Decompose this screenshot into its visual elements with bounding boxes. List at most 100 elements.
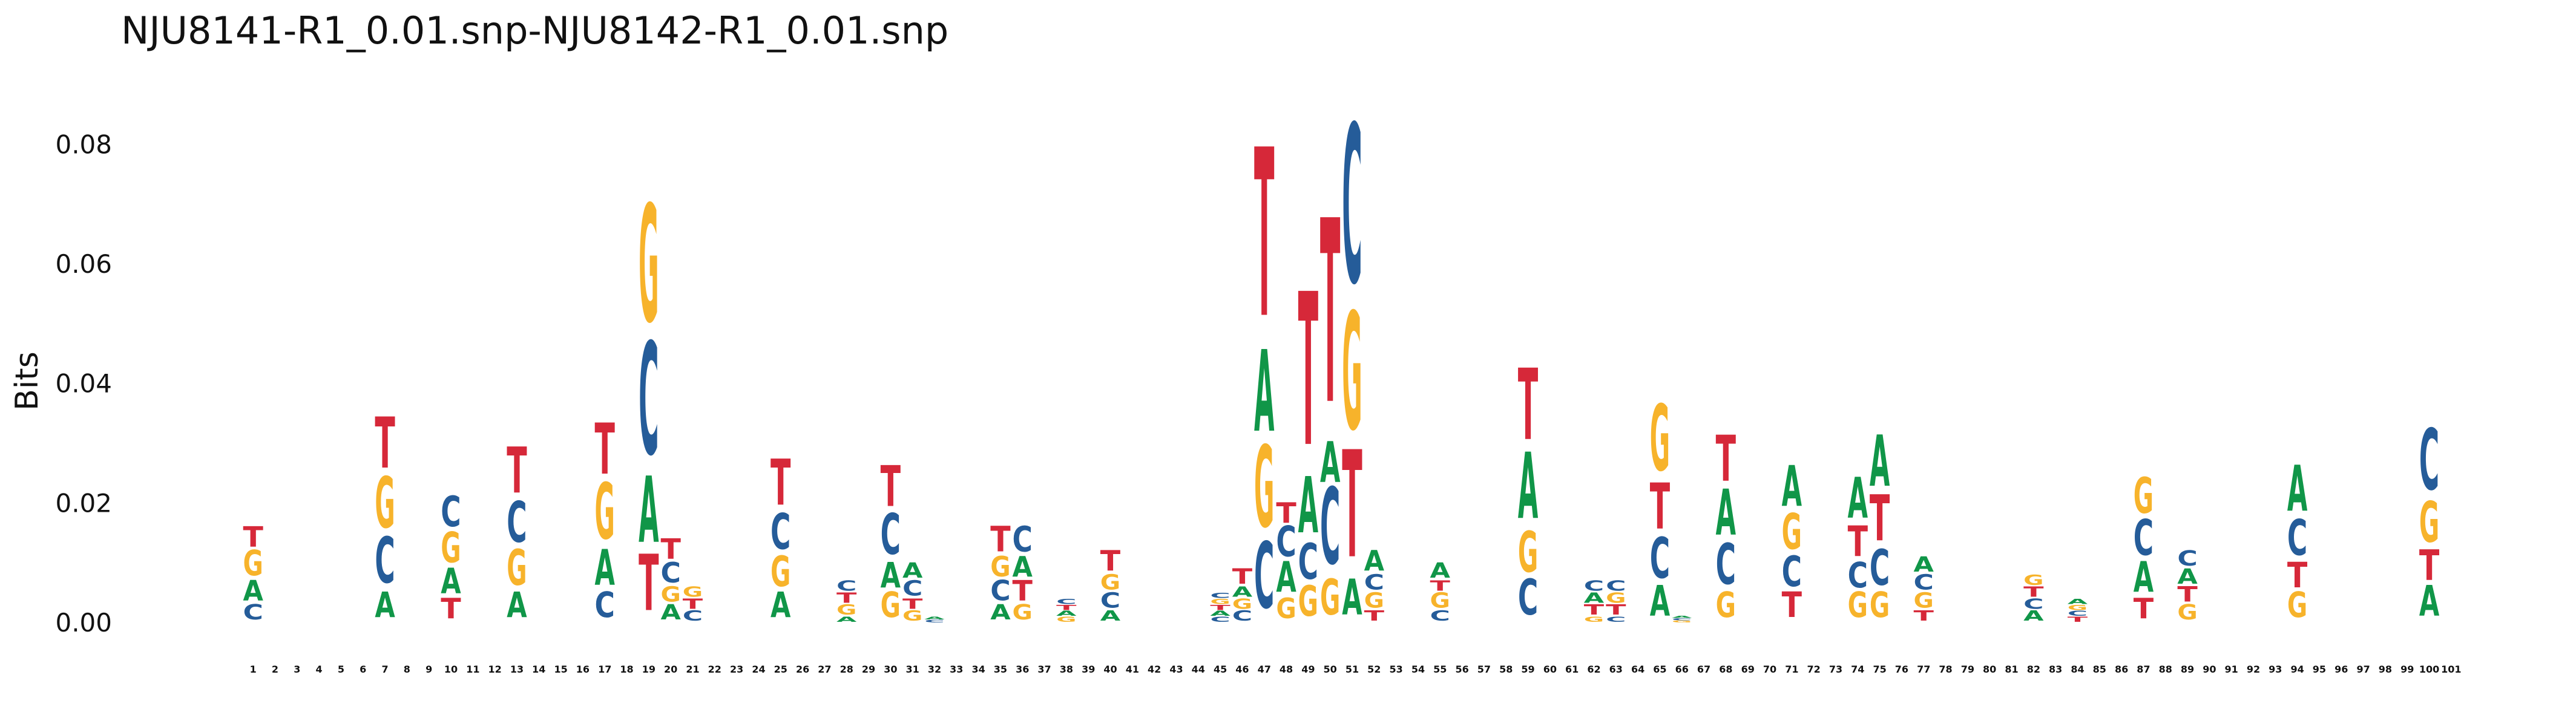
logo-letter-c: C xyxy=(1210,615,1230,624)
logo-letter-a: A xyxy=(924,616,945,621)
x-tick-label: 24 xyxy=(752,664,765,675)
x-tick-label: 66 xyxy=(1675,664,1689,675)
x-tick-label: 38 xyxy=(1060,664,1073,675)
logo-letter-a: A xyxy=(881,556,901,596)
logo-letter-t: T xyxy=(1013,575,1033,607)
x-tick-label: 54 xyxy=(1411,664,1425,675)
logo-letter-c: C xyxy=(881,502,901,567)
x-tick-label: 28 xyxy=(840,664,853,675)
logo-letter-t: T xyxy=(2177,582,2197,607)
logo-letter-a: A xyxy=(2177,565,2198,589)
x-tick-label: 44 xyxy=(1192,664,1205,675)
x-tick-label: 98 xyxy=(2379,664,2392,675)
x-tick-label: 91 xyxy=(2225,664,2238,675)
x-tick-label: 62 xyxy=(1587,664,1600,675)
x-tick-label: 23 xyxy=(730,664,743,675)
logo-letter-c: C xyxy=(1342,81,1362,333)
logo-letter-g: G xyxy=(2068,604,2088,612)
x-tick-label: 20 xyxy=(664,664,677,675)
x-tick-label: 40 xyxy=(1103,664,1117,675)
x-tick-label: 2 xyxy=(272,664,278,675)
logo-letter-g: G xyxy=(1430,588,1450,612)
logo-letter-a: A xyxy=(1848,467,1868,532)
x-tick-label: 61 xyxy=(1565,664,1579,675)
logo-letter-t: T xyxy=(1518,349,1538,463)
logo-letter-a: A xyxy=(1914,553,1934,577)
logo-letter-c: C xyxy=(1848,556,1868,596)
x-tick-label: 46 xyxy=(1235,664,1249,675)
logo-letter-t: T xyxy=(1650,471,1671,544)
x-tick-label: 15 xyxy=(554,664,567,675)
logo-letter-a: A xyxy=(1210,610,1230,618)
logo-letter-t: T xyxy=(1320,168,1341,461)
x-tick-label: 99 xyxy=(2400,664,2414,675)
logo-letter-g: G xyxy=(881,585,901,625)
logo-letter-a: A xyxy=(1870,420,1890,502)
logo-letter-a: A xyxy=(1342,570,1362,627)
logo-letter-c: C xyxy=(1782,547,1802,596)
logo-letter-g: G xyxy=(2419,490,2439,555)
x-tick-label: 32 xyxy=(928,664,941,675)
y-tick-label: 0.06 xyxy=(55,249,112,279)
x-tick-label: 45 xyxy=(1214,664,1227,675)
logo-letter-t: T xyxy=(683,596,703,612)
logo-letter-c: C xyxy=(1298,534,1318,591)
x-tick-label: 74 xyxy=(1851,664,1864,675)
logo-letter-a: A xyxy=(836,616,857,624)
logo-letter-t: T xyxy=(1056,604,1077,612)
x-tick-label: 43 xyxy=(1169,664,1183,675)
logo-letter-c: C xyxy=(1584,578,1604,595)
logo-letter-a: A xyxy=(1100,608,1121,624)
logo-letter-t: T xyxy=(639,538,659,628)
logo-letter-g: G xyxy=(1848,585,1868,625)
x-tick-label: 64 xyxy=(1631,664,1644,675)
logo-letter-g: G xyxy=(1013,600,1033,624)
logo-letter-a: A xyxy=(1364,544,1385,578)
logo-letter-c: C xyxy=(1100,588,1120,613)
logo-letter-a: A xyxy=(1518,434,1539,540)
logo-letter-t: T xyxy=(1914,608,1934,624)
x-tick-label: 7 xyxy=(381,664,388,675)
logo-letter-t: T xyxy=(1430,578,1450,595)
logo-letter-c: C xyxy=(924,619,944,624)
logo-letter-c: C xyxy=(1056,598,1076,606)
x-tick-label: 95 xyxy=(2313,664,2326,675)
x-tick-label: 85 xyxy=(2093,664,2106,675)
logo-letter-g: G xyxy=(375,464,395,544)
logo-letter-c: C xyxy=(2023,596,2043,613)
x-tick-label: 76 xyxy=(1895,664,1908,675)
x-tick-label: 13 xyxy=(510,664,524,675)
logo-letter-t: T xyxy=(595,409,616,490)
x-tick-label: 31 xyxy=(906,664,919,675)
logo-letter-g: G xyxy=(1364,588,1384,612)
x-tick-label: 42 xyxy=(1148,664,1161,675)
logo-letter-a: A xyxy=(1254,327,1274,457)
logo-letter-c: C xyxy=(1518,570,1538,627)
logo-letter-t: T xyxy=(1716,423,1736,497)
logo-letter-g: G xyxy=(1232,596,1252,612)
logo-letter-t: T xyxy=(1276,497,1296,529)
x-tick-label: 88 xyxy=(2159,664,2172,675)
logo-letter-g: G xyxy=(639,171,659,359)
logo-letter-g: G xyxy=(1342,279,1362,466)
logo-letter-c: C xyxy=(1013,520,1033,560)
x-tick-label: 17 xyxy=(598,664,611,675)
x-tick-label: 41 xyxy=(1126,664,1139,675)
x-tick-label: 97 xyxy=(2356,664,2370,675)
logo-letter-c: C xyxy=(2134,510,2154,567)
logo-letter-t: T xyxy=(507,435,527,509)
logo-letter-c: C xyxy=(595,586,615,626)
x-tick-label: 25 xyxy=(774,664,787,675)
logo-letter-t: T xyxy=(1584,602,1604,618)
logo-letter-g: G xyxy=(1320,570,1340,627)
logo-letter-a: A xyxy=(639,458,659,564)
logo-letter-g: G xyxy=(1606,590,1626,606)
logo-letter-g: G xyxy=(1716,585,1736,625)
logo-letter-t: T xyxy=(1364,608,1384,624)
logo-letter-a: A xyxy=(902,559,923,583)
logo-letter-c: C xyxy=(1254,524,1274,630)
logo-letter-c: C xyxy=(836,578,856,595)
x-tick-label: 4 xyxy=(316,664,323,675)
logo-letter-t: T xyxy=(2287,555,2308,596)
